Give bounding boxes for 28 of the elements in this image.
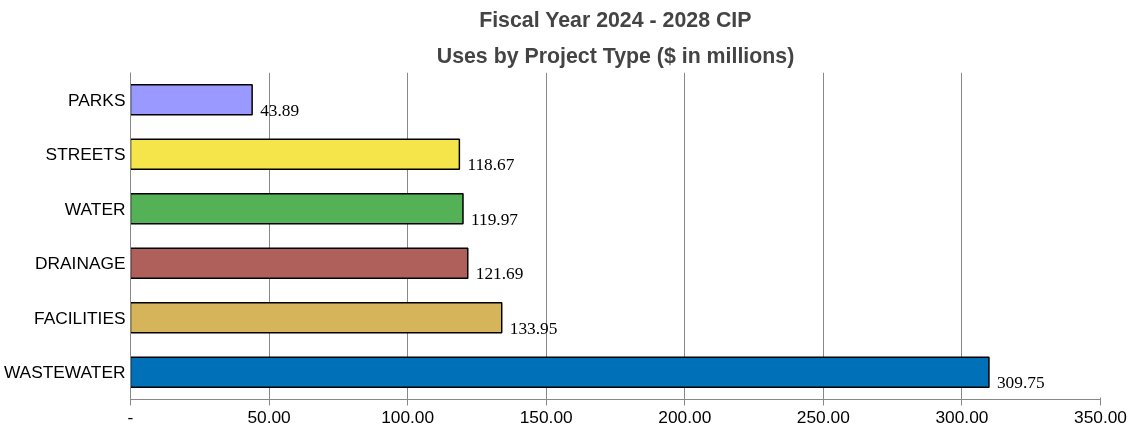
x-tick-label: 50.00 bbox=[247, 406, 291, 427]
data-label: 133.95 bbox=[509, 318, 558, 338]
y-tick-label: PARKS bbox=[68, 89, 126, 110]
y-tick-label: WASTEWATER bbox=[3, 362, 126, 383]
bar bbox=[130, 302, 503, 334]
x-tick-label: - bbox=[127, 406, 134, 427]
bar bbox=[130, 84, 253, 116]
bar bbox=[130, 193, 464, 225]
data-label: 119.97 bbox=[470, 209, 519, 229]
y-tick-label: STREETS bbox=[45, 144, 126, 165]
data-label: 309.75 bbox=[996, 373, 1045, 393]
x-tick-label: 150.00 bbox=[519, 406, 573, 427]
bar bbox=[130, 356, 990, 388]
data-label: 43.89 bbox=[260, 100, 300, 120]
x-tick-label: 300.00 bbox=[935, 406, 989, 427]
y-tick-label: DRAINAGE bbox=[34, 253, 126, 274]
y-tick-label: WATER bbox=[64, 198, 126, 219]
x-tick-label: 100.00 bbox=[381, 406, 435, 427]
chart-title: Fiscal Year 2024 - 2028 CIP bbox=[479, 7, 752, 32]
x-tick-label: 200.00 bbox=[658, 406, 712, 427]
bar bbox=[130, 247, 469, 279]
x-tick-label: 350.00 bbox=[1074, 406, 1127, 427]
data-label: 118.67 bbox=[467, 155, 515, 175]
y-tick-label: FACILITIES bbox=[34, 307, 126, 328]
bar bbox=[130, 138, 461, 170]
data-label: 121.69 bbox=[475, 264, 524, 284]
chart-subtitle: Uses by Project Type ($ in millions) bbox=[436, 43, 795, 68]
x-tick-label: 250.00 bbox=[796, 406, 850, 427]
